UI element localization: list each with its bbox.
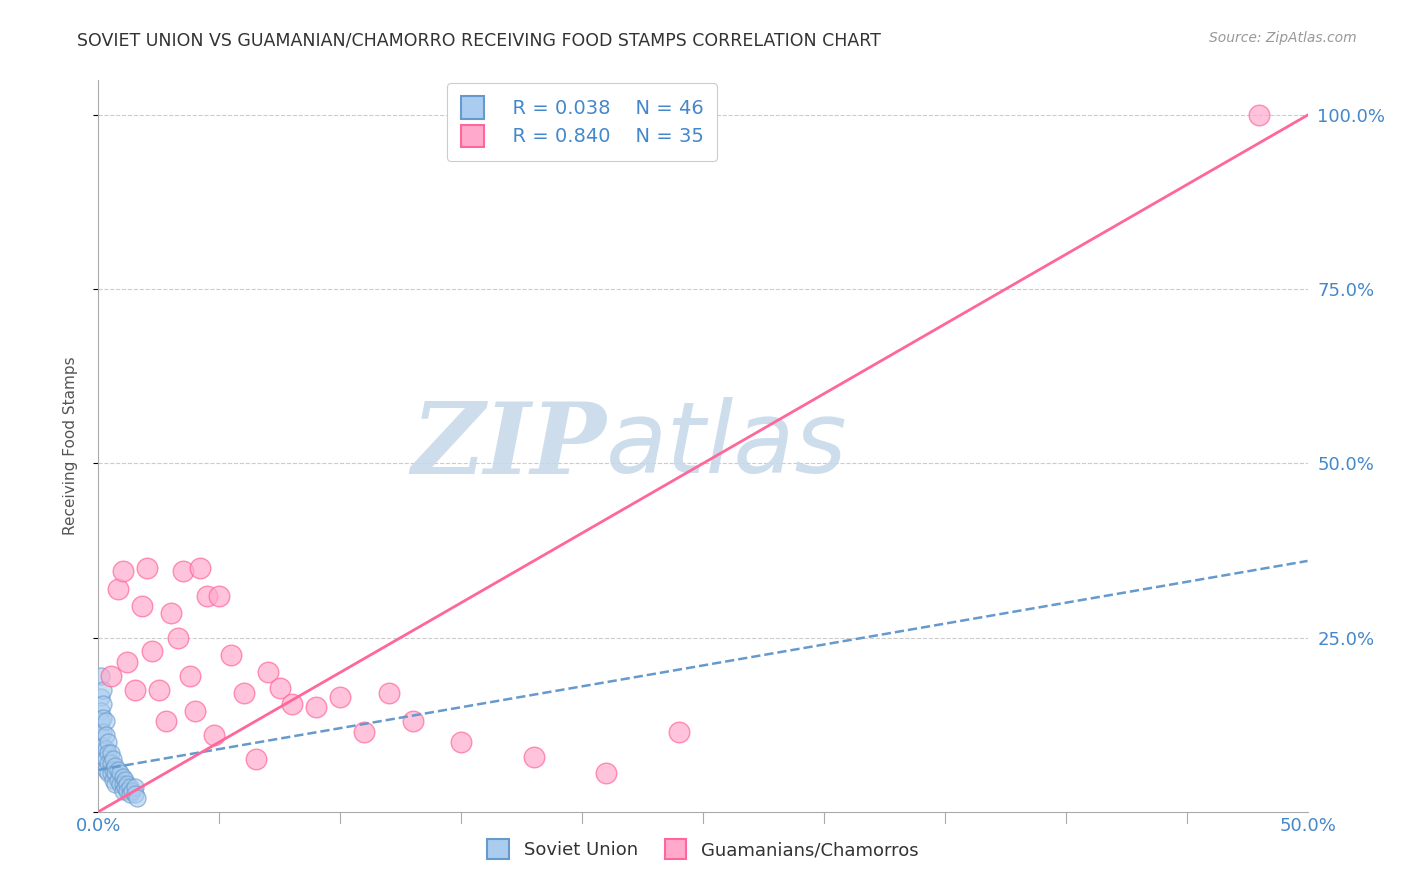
Point — [155, 714, 177, 728]
Point — [135, 561, 157, 575]
Point — [256, 665, 278, 680]
Point — [353, 724, 375, 739]
Text: Source: ZipAtlas.com: Source: ZipAtlas.com — [1209, 31, 1357, 45]
Point — [111, 784, 134, 798]
Point — [100, 756, 122, 770]
Point — [94, 728, 117, 742]
Point — [107, 582, 129, 596]
Point — [377, 686, 399, 700]
Point — [100, 746, 122, 760]
Point — [94, 752, 117, 766]
Point — [101, 752, 124, 766]
Point — [97, 766, 120, 780]
Point — [90, 728, 112, 742]
Text: ZIP: ZIP — [412, 398, 606, 494]
Point — [91, 682, 114, 697]
Point — [107, 773, 129, 788]
Point — [91, 697, 114, 711]
Point — [127, 790, 149, 805]
Point — [100, 766, 122, 780]
Point — [91, 711, 114, 725]
Text: SOVIET UNION VS GUAMANIAN/CHAMORRO RECEIVING FOOD STAMPS CORRELATION CHART: SOVIET UNION VS GUAMANIAN/CHAMORRO RECEI… — [77, 31, 882, 49]
Point — [108, 766, 131, 780]
Point — [204, 728, 226, 742]
Point — [450, 735, 472, 749]
Point — [195, 589, 218, 603]
Point — [188, 561, 211, 575]
Point — [118, 787, 141, 801]
Point — [221, 648, 243, 662]
Point — [148, 682, 170, 697]
Point — [97, 756, 120, 770]
Point — [97, 746, 120, 760]
Point — [97, 735, 120, 749]
Point — [1249, 108, 1271, 122]
Point — [90, 714, 112, 728]
Point — [245, 752, 267, 766]
Point — [104, 759, 127, 773]
Point — [107, 763, 129, 777]
Text: atlas: atlas — [606, 398, 848, 494]
Point — [668, 724, 690, 739]
Point — [114, 780, 136, 795]
Point — [104, 766, 127, 780]
Point — [90, 669, 112, 683]
Point — [124, 682, 146, 697]
Point — [100, 669, 122, 683]
Point — [523, 750, 546, 764]
Point — [179, 669, 201, 683]
Point — [91, 739, 114, 753]
Point — [124, 780, 146, 795]
Point — [184, 704, 207, 718]
Point — [141, 644, 163, 658]
Point — [281, 697, 304, 711]
Point — [111, 565, 134, 579]
Point — [167, 631, 190, 645]
Point — [117, 655, 139, 669]
Point — [94, 714, 117, 728]
Point — [160, 606, 183, 620]
Point — [305, 700, 328, 714]
Legend: Soviet Union, Guamanians/Chamorros: Soviet Union, Guamanians/Chamorros — [478, 830, 928, 869]
Point — [104, 777, 127, 791]
Point — [111, 770, 134, 784]
Point — [94, 763, 117, 777]
Point — [121, 784, 143, 798]
Point — [208, 589, 231, 603]
Point — [402, 714, 425, 728]
Point — [94, 742, 117, 756]
Y-axis label: Receiving Food Stamps: Receiving Food Stamps — [63, 357, 77, 535]
Point — [90, 704, 112, 718]
Point — [114, 773, 136, 788]
Point — [131, 599, 153, 614]
Point — [595, 766, 617, 780]
Point — [91, 749, 114, 764]
Point — [329, 690, 352, 704]
Point — [101, 773, 124, 788]
Point — [117, 777, 139, 791]
Point — [91, 724, 114, 739]
Point — [118, 780, 141, 795]
Point — [124, 787, 146, 801]
Point — [101, 763, 124, 777]
Point — [232, 686, 254, 700]
Point — [111, 777, 134, 791]
Point — [108, 777, 131, 791]
Point — [117, 784, 139, 798]
Point — [90, 690, 112, 704]
Point — [269, 681, 291, 695]
Point — [172, 565, 194, 579]
